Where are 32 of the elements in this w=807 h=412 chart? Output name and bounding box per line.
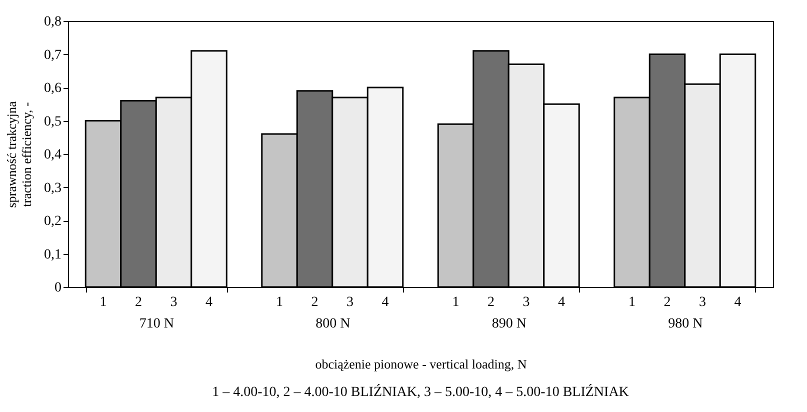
x-tick-label: 980 N: [668, 316, 703, 332]
series-label: 1: [100, 295, 107, 310]
y-tick-label: 0,3: [44, 180, 62, 196]
text: 4: [382, 295, 389, 310]
text: 1 – 4.00-10, 2 – 4.00-10 BLIŹNIAK, 3 – 5.00-10, 4 – 5.00-10 BLIŹNIAK: [212, 383, 629, 400]
series-label: 4: [206, 295, 212, 310]
x-axis-title: obciążenie pionowe - vertical loading, N: [315, 356, 528, 372]
text: 2: [311, 295, 318, 310]
text: 2: [664, 295, 671, 310]
text: 1: [452, 295, 460, 310]
series-label: 3: [170, 295, 178, 310]
x-tick-label: 890 N: [492, 316, 526, 332]
x-tick-label: 710 N: [139, 316, 174, 332]
text: 2: [488, 295, 494, 310]
y-tick-label: 0,4: [44, 148, 62, 162]
text: 3: [699, 295, 706, 310]
y-tick-label: 0,5: [44, 114, 62, 130]
text: 4: [734, 295, 742, 310]
y-tick-label: 0,7: [44, 48, 62, 63]
y-tick-label: 0: [54, 280, 62, 296]
y-axis-title: sprawność trakcyjna traction efficiency, -: [4, 101, 34, 208]
y-tick-label: 0,2: [44, 214, 62, 229]
x-tick-label: 800 N: [316, 316, 350, 332]
y-tick-label: 0,1: [44, 247, 62, 262]
text: 1: [628, 295, 636, 310]
y-tick-label: 0,8: [44, 14, 62, 30]
y-tick-label: 0,6: [44, 81, 62, 96]
series-label: 2: [135, 295, 142, 310]
text: 4: [558, 295, 565, 310]
text: 1: [276, 295, 283, 310]
text: 3: [346, 295, 354, 310]
text: 3: [522, 295, 530, 310]
